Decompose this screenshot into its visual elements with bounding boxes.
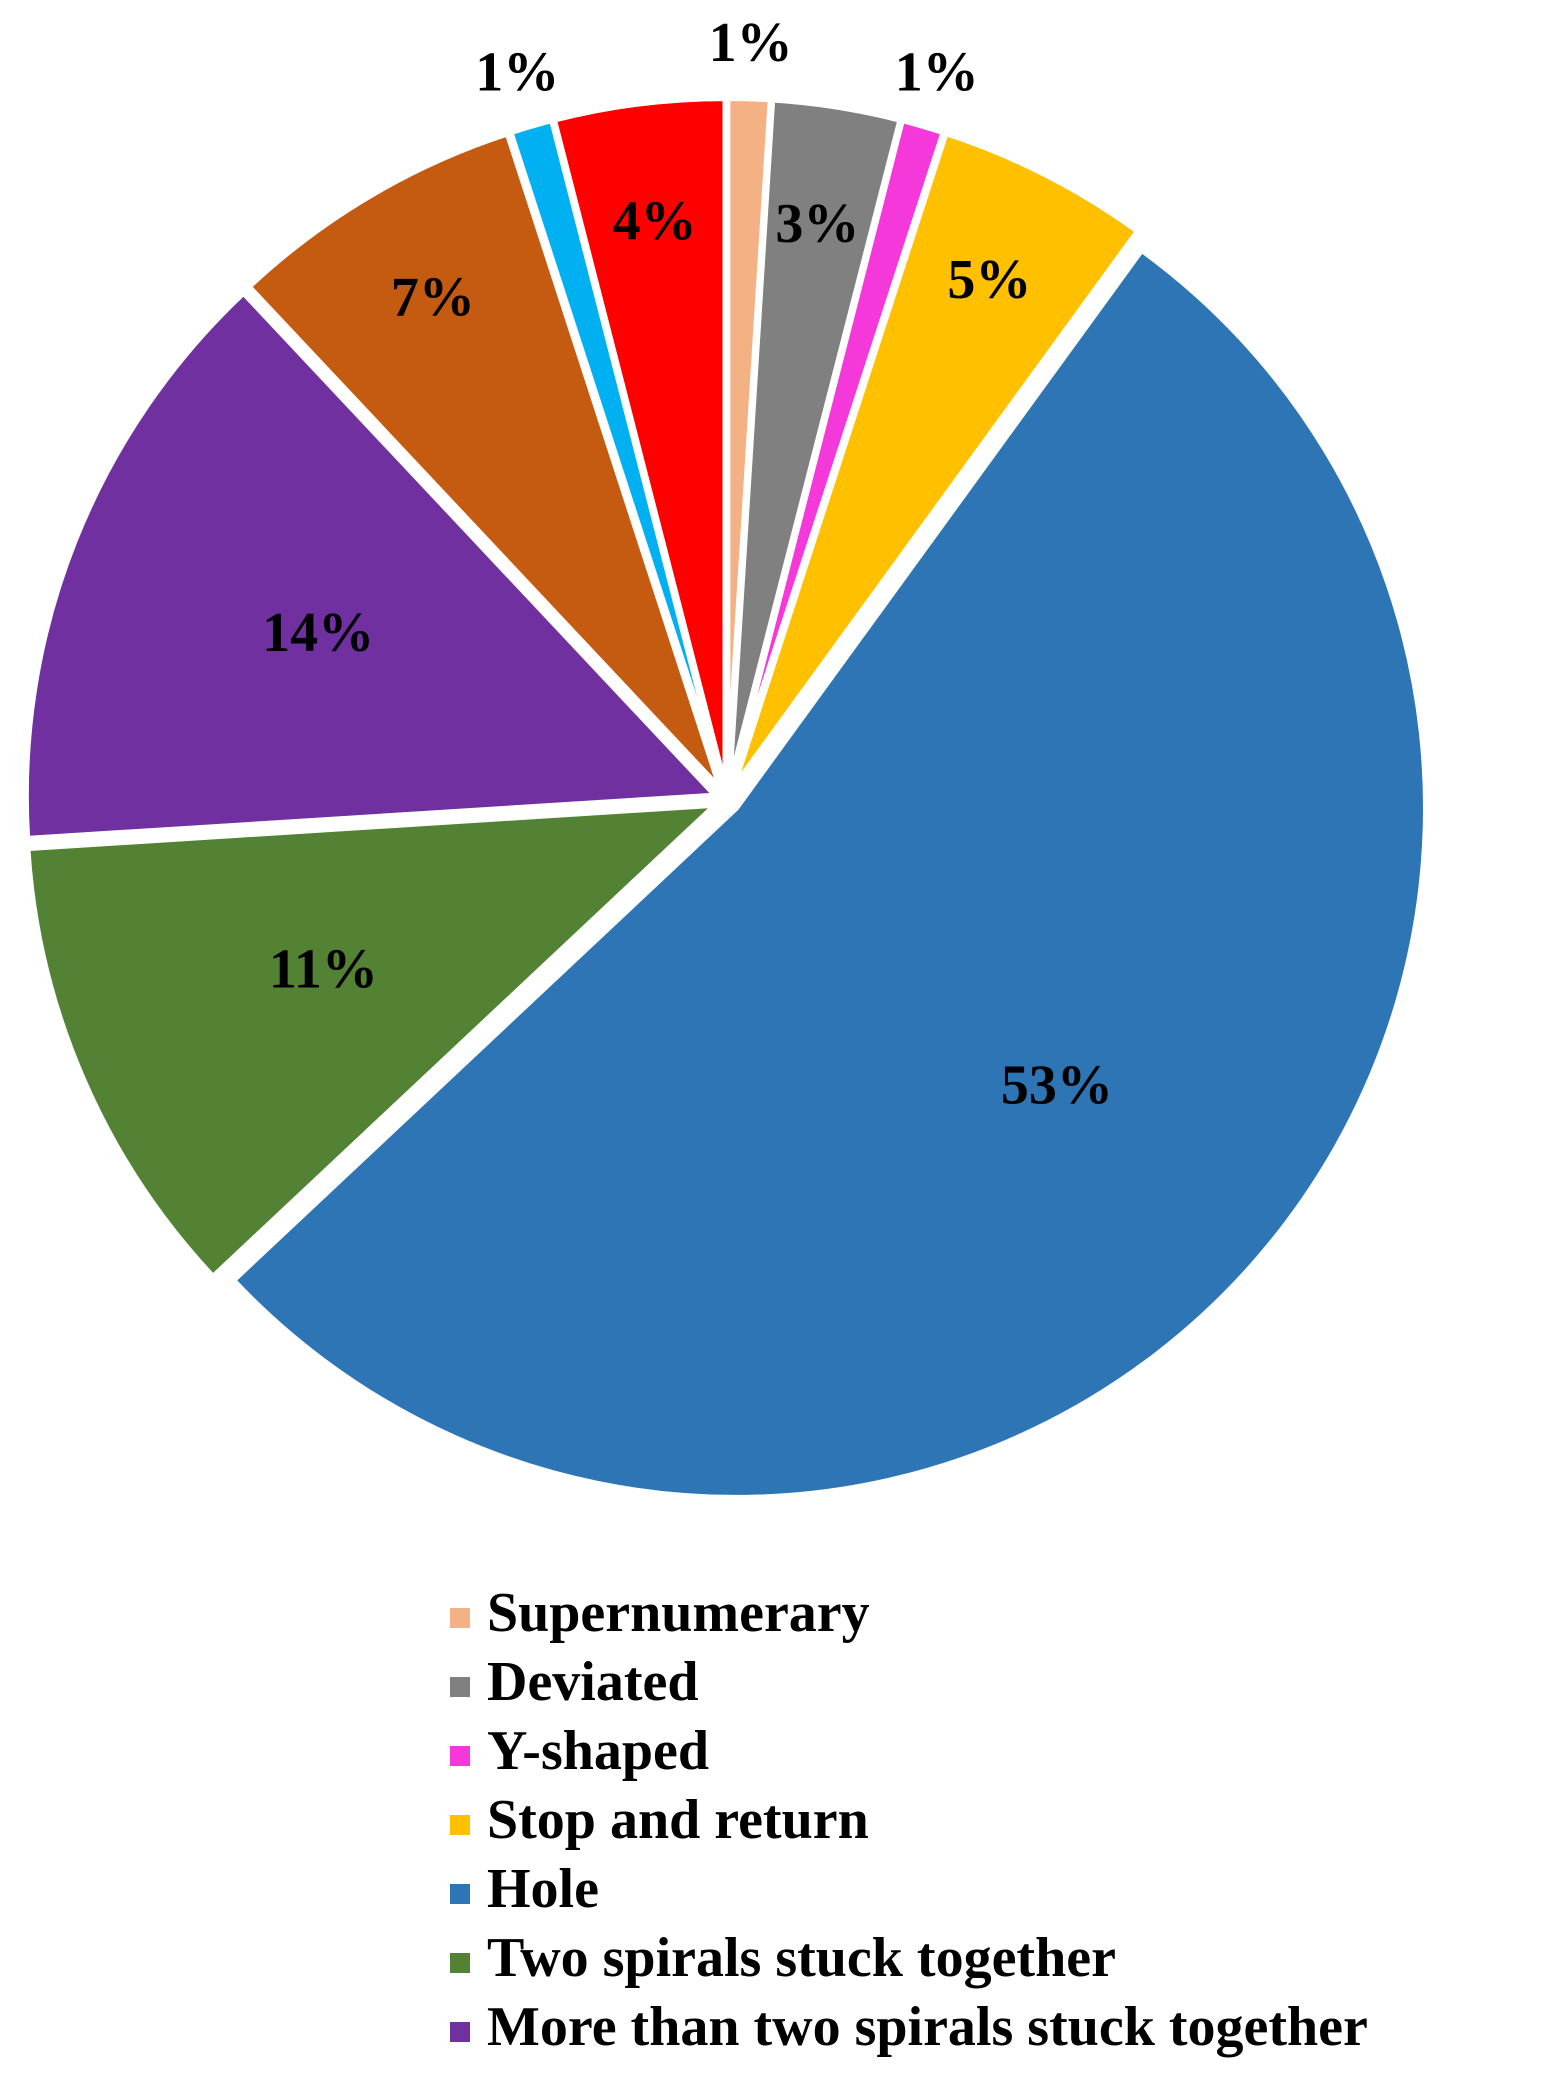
data-label: 11% [269, 939, 378, 1001]
legend-label: Supernumerary [487, 1582, 870, 1644]
pie-slice [22, 288, 723, 843]
legend-label: Stop and return [487, 1789, 869, 1851]
pie-slice [24, 801, 725, 1282]
legend-swatch [450, 1953, 470, 1973]
legend-label: Y-shaped [487, 1720, 709, 1782]
legend-label: Deviated [487, 1651, 699, 1713]
legend-swatch [450, 1815, 470, 1835]
data-label: 3% [775, 193, 859, 255]
pie-slice [228, 245, 1429, 1501]
data-label: 53% [1001, 1055, 1113, 1117]
pie-slice [244, 129, 724, 792]
legend-swatch [450, 1746, 470, 1766]
data-label: 5% [947, 249, 1031, 311]
data-label: 1% [475, 42, 559, 104]
data-label: 4% [613, 191, 697, 253]
data-label: 1% [709, 12, 793, 74]
legend-swatch [450, 1884, 470, 1904]
legend-label: More than two spirals stuck together [487, 1996, 1368, 2058]
data-label: 1% [895, 42, 979, 104]
legend-label: Hole [487, 1858, 599, 1920]
legend-swatch [450, 1608, 470, 1628]
data-label: 14% [262, 602, 374, 664]
data-label: 7% [391, 267, 475, 329]
legend-label: Two spirals stuck together [487, 1927, 1116, 1989]
pie-slice [729, 129, 1143, 792]
legend-swatch [450, 1677, 470, 1697]
legend-swatch [450, 2022, 470, 2042]
pie-slice [550, 95, 729, 789]
